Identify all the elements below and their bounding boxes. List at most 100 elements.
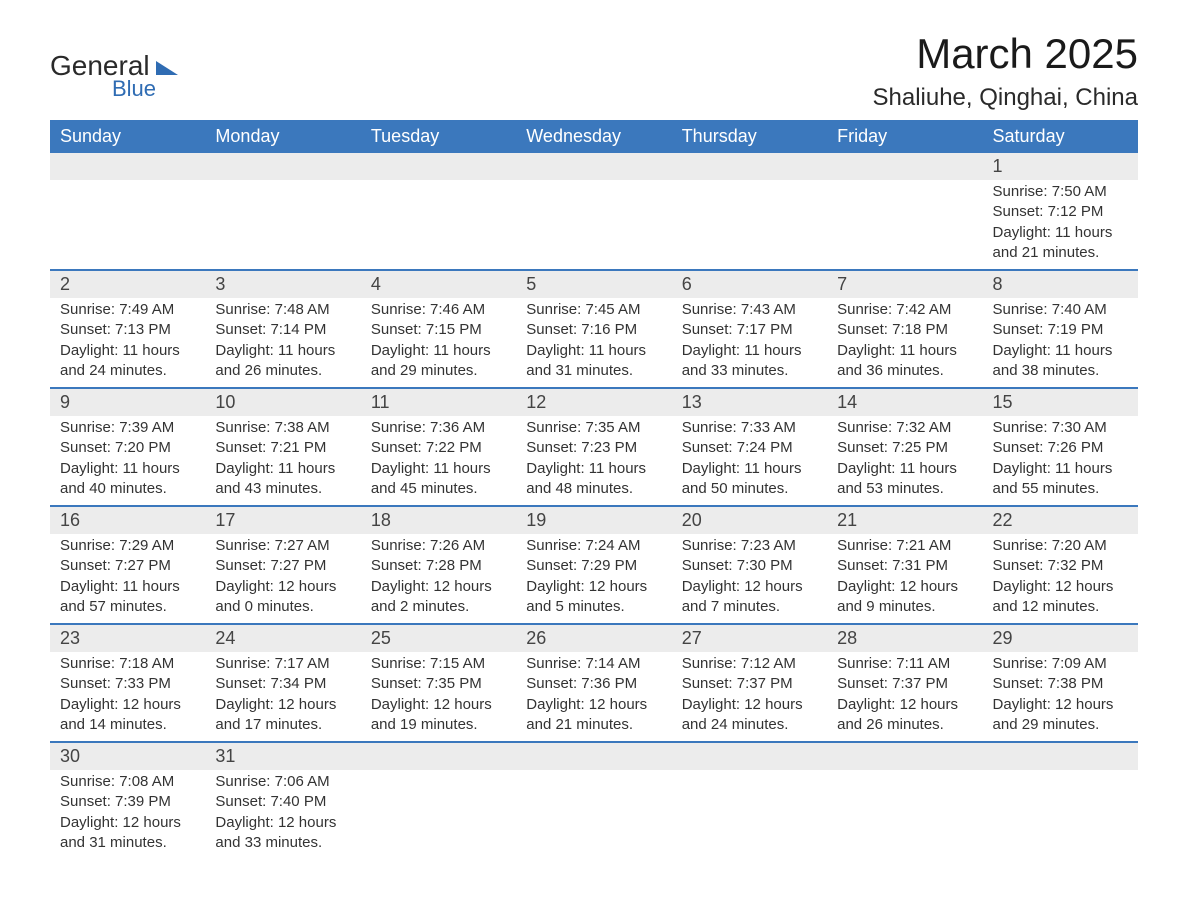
day-daylight2: and 7 minutes. [682, 597, 817, 617]
day-number-cell: 4 [361, 270, 516, 298]
day-daylight1: Daylight: 11 hours [837, 341, 972, 361]
day-data-cell: Sunrise: 7:50 AMSunset: 7:12 PMDaylight:… [983, 180, 1138, 270]
day-daylight2: and 36 minutes. [837, 361, 972, 381]
day-number-cell [827, 742, 982, 770]
week-data-row: Sunrise: 7:08 AMSunset: 7:39 PMDaylight:… [50, 770, 1138, 859]
week-data-row: Sunrise: 7:29 AMSunset: 7:27 PMDaylight:… [50, 534, 1138, 624]
day-daylight2: and 14 minutes. [60, 715, 195, 735]
day-sunset: Sunset: 7:32 PM [993, 556, 1128, 576]
day-daylight2: and 21 minutes. [993, 243, 1128, 263]
day-sunrise: Sunrise: 7:48 AM [215, 300, 350, 320]
day-sunset: Sunset: 7:21 PM [215, 438, 350, 458]
week-data-row: Sunrise: 7:39 AMSunset: 7:20 PMDaylight:… [50, 416, 1138, 506]
day-data-cell: Sunrise: 7:14 AMSunset: 7:36 PMDaylight:… [516, 652, 671, 742]
day-daylight1: Daylight: 11 hours [526, 459, 661, 479]
day-daylight2: and 33 minutes. [682, 361, 817, 381]
day-sunset: Sunset: 7:27 PM [215, 556, 350, 576]
day-daylight2: and 24 minutes. [682, 715, 817, 735]
day-sunrise: Sunrise: 7:21 AM [837, 536, 972, 556]
day-daylight2: and 53 minutes. [837, 479, 972, 499]
day-number-cell: 7 [827, 270, 982, 298]
day-sunrise: Sunrise: 7:42 AM [837, 300, 972, 320]
day-number-cell: 23 [50, 624, 205, 652]
day-sunset: Sunset: 7:18 PM [837, 320, 972, 340]
location-subtitle: Shaliuhe, Qinghai, China [872, 84, 1138, 112]
day-daylight1: Daylight: 12 hours [60, 813, 195, 833]
day-number-cell [672, 153, 827, 180]
brand-logo: General Blue [50, 50, 178, 102]
week-daynum-row: 23242526272829 [50, 624, 1138, 652]
day-number-cell: 8 [983, 270, 1138, 298]
day-sunset: Sunset: 7:27 PM [60, 556, 195, 576]
day-daylight2: and 24 minutes. [60, 361, 195, 381]
day-number-cell: 24 [205, 624, 360, 652]
logo-blue-text: Blue [112, 76, 156, 102]
day-data-cell: Sunrise: 7:49 AMSunset: 7:13 PMDaylight:… [50, 298, 205, 388]
day-daylight2: and 5 minutes. [526, 597, 661, 617]
day-sunrise: Sunrise: 7:46 AM [371, 300, 506, 320]
day-number-cell [516, 742, 671, 770]
day-number-cell [672, 742, 827, 770]
day-number-cell: 2 [50, 270, 205, 298]
day-daylight1: Daylight: 12 hours [837, 577, 972, 597]
week-daynum-row: 2345678 [50, 270, 1138, 298]
day-sunrise: Sunrise: 7:27 AM [215, 536, 350, 556]
day-sunset: Sunset: 7:29 PM [526, 556, 661, 576]
day-sunset: Sunset: 7:37 PM [837, 674, 972, 694]
day-data-cell: Sunrise: 7:23 AMSunset: 7:30 PMDaylight:… [672, 534, 827, 624]
day-number-cell [516, 153, 671, 180]
week-daynum-row: 9101112131415 [50, 388, 1138, 416]
day-sunrise: Sunrise: 7:35 AM [526, 418, 661, 438]
day-data-cell [672, 180, 827, 270]
day-sunset: Sunset: 7:31 PM [837, 556, 972, 576]
day-sunset: Sunset: 7:40 PM [215, 792, 350, 812]
day-sunset: Sunset: 7:19 PM [993, 320, 1128, 340]
day-daylight1: Daylight: 12 hours [526, 695, 661, 715]
day-data-cell: Sunrise: 7:17 AMSunset: 7:34 PMDaylight:… [205, 652, 360, 742]
day-data-cell: Sunrise: 7:35 AMSunset: 7:23 PMDaylight:… [516, 416, 671, 506]
day-number-cell: 9 [50, 388, 205, 416]
day-number-cell: 11 [361, 388, 516, 416]
weekday-header: Wednesday [516, 120, 671, 153]
day-daylight1: Daylight: 12 hours [215, 577, 350, 597]
day-daylight1: Daylight: 12 hours [993, 577, 1128, 597]
day-number-cell: 13 [672, 388, 827, 416]
day-data-cell: Sunrise: 7:36 AMSunset: 7:22 PMDaylight:… [361, 416, 516, 506]
day-data-cell: Sunrise: 7:48 AMSunset: 7:14 PMDaylight:… [205, 298, 360, 388]
day-sunrise: Sunrise: 7:43 AM [682, 300, 817, 320]
month-title: March 2025 [872, 30, 1138, 78]
day-sunrise: Sunrise: 7:08 AM [60, 772, 195, 792]
day-daylight2: and 21 minutes. [526, 715, 661, 735]
day-number-cell: 27 [672, 624, 827, 652]
day-daylight2: and 0 minutes. [215, 597, 350, 617]
day-daylight1: Daylight: 11 hours [993, 341, 1128, 361]
day-sunset: Sunset: 7:17 PM [682, 320, 817, 340]
day-data-cell: Sunrise: 7:12 AMSunset: 7:37 PMDaylight:… [672, 652, 827, 742]
day-data-cell [361, 180, 516, 270]
day-daylight2: and 2 minutes. [371, 597, 506, 617]
day-sunset: Sunset: 7:26 PM [993, 438, 1128, 458]
day-number-cell [205, 153, 360, 180]
day-data-cell [205, 180, 360, 270]
day-daylight1: Daylight: 11 hours [215, 341, 350, 361]
day-number-cell: 28 [827, 624, 982, 652]
day-data-cell: Sunrise: 7:45 AMSunset: 7:16 PMDaylight:… [516, 298, 671, 388]
day-sunset: Sunset: 7:24 PM [682, 438, 817, 458]
day-data-cell: Sunrise: 7:27 AMSunset: 7:27 PMDaylight:… [205, 534, 360, 624]
day-daylight2: and 26 minutes. [215, 361, 350, 381]
day-number-cell: 20 [672, 506, 827, 534]
day-sunset: Sunset: 7:15 PM [371, 320, 506, 340]
day-sunrise: Sunrise: 7:14 AM [526, 654, 661, 674]
day-number-cell: 31 [205, 742, 360, 770]
day-number-cell: 25 [361, 624, 516, 652]
day-sunrise: Sunrise: 7:20 AM [993, 536, 1128, 556]
calendar-table: Sunday Monday Tuesday Wednesday Thursday… [50, 120, 1138, 859]
day-sunset: Sunset: 7:13 PM [60, 320, 195, 340]
day-daylight2: and 33 minutes. [215, 833, 350, 853]
weekday-header: Friday [827, 120, 982, 153]
day-number-cell: 10 [205, 388, 360, 416]
day-daylight2: and 57 minutes. [60, 597, 195, 617]
day-daylight2: and 29 minutes. [371, 361, 506, 381]
day-sunrise: Sunrise: 7:06 AM [215, 772, 350, 792]
day-number-cell: 26 [516, 624, 671, 652]
